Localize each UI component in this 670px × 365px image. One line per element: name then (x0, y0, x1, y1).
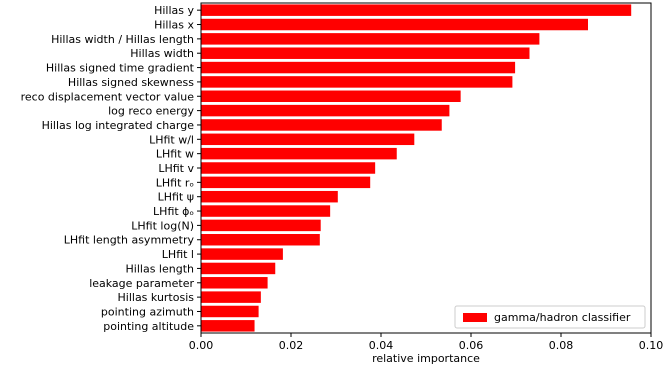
y-tick-label: pointing altitude (103, 320, 194, 333)
bar (201, 162, 376, 174)
bar (201, 4, 632, 16)
plot-frame (200, 2, 652, 334)
y-tick-label: reco displacement vector value (21, 90, 195, 103)
y-tick-label: Hillas width / Hillas length (51, 33, 194, 46)
y-tick-label: leakage parameter (89, 277, 194, 290)
x-axis-label: relative importance (372, 352, 480, 365)
legend-box (454, 305, 646, 329)
x-tick-label: 0.00 (189, 339, 214, 352)
bar (201, 205, 331, 217)
y-tick-label: LHfit l (162, 248, 194, 261)
y-tick-label: Hillas signed time gradient (46, 62, 195, 75)
bar (201, 18, 588, 31)
bar (201, 277, 268, 289)
bar (201, 90, 461, 102)
y-tick-label: LHfit w (156, 148, 194, 161)
y-tick-label: Hillas width (130, 47, 194, 60)
bar (201, 119, 442, 131)
y-tick-label: LHfit log(N) (131, 219, 194, 232)
y-tick-label: Hillas x (154, 19, 194, 32)
bars-group (201, 4, 632, 332)
bar (201, 133, 415, 146)
y-tick-label: LHfit w/l (149, 133, 194, 146)
bar (201, 248, 283, 260)
bar (201, 291, 261, 303)
bar (201, 219, 321, 232)
x-tick-label: 0.08 (549, 339, 574, 352)
bar (201, 61, 516, 74)
bar (201, 76, 513, 88)
bar (201, 104, 450, 117)
legend-swatch (463, 313, 487, 322)
x-ticks: 0.00 0.02 0.04 0.06 0.08 0.10 (189, 333, 664, 352)
y-tick-label: Hillas log integrated charge (42, 119, 195, 132)
x-tick-label: 0.02 (279, 339, 304, 352)
y-tick-label: Hillas length (126, 262, 194, 275)
legend-label: gamma/hadron classifier (494, 311, 631, 324)
x-tick-label: 0.10 (639, 339, 664, 352)
bar (201, 47, 530, 59)
bar (201, 234, 320, 246)
y-tick-label: log reco energy (108, 105, 194, 118)
x-tick-label: 0.04 (369, 339, 394, 352)
y-tick-label: pointing azimuth (101, 305, 194, 318)
bar (201, 33, 540, 45)
bar (201, 147, 397, 160)
bar (201, 305, 259, 318)
bar (201, 320, 255, 332)
bar (201, 176, 371, 189)
y-tick-label: LHfit ϕₒ (153, 205, 194, 218)
x-tick-label: 0.06 (459, 339, 484, 352)
bar (201, 262, 276, 275)
legend: gamma/hadron classifier (454, 305, 646, 329)
y-tick-label: LHfit v (158, 162, 194, 175)
bar (201, 190, 338, 203)
y-tick-label: Hillas signed skewness (68, 76, 194, 89)
y-tick-label: LHfit length asymmetry (64, 234, 195, 247)
y-tick-label: Hillas kurtosis (118, 291, 195, 304)
y-tick-label: LHfit ψ (158, 191, 194, 204)
y-tick-label: Hillas y (154, 4, 194, 17)
y-tick-label: LHfit rₒ (156, 176, 194, 189)
